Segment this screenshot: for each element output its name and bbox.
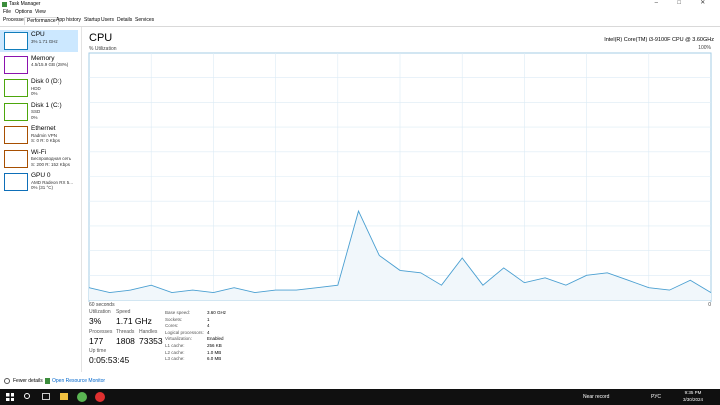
- processor-name: Intel(R) Core(TM) i3-9100F CPU @ 3.60GHz: [604, 37, 714, 43]
- stat-value: 1808: [116, 336, 135, 346]
- date: 3/30/2024: [683, 396, 704, 402]
- divider: [0, 26, 720, 27]
- spec-value: 4: [207, 323, 210, 329]
- device-detail: HDD: [31, 85, 41, 91]
- stat-value: 0:05:53:45: [89, 355, 130, 365]
- notice[interactable]: Near record: [583, 394, 610, 400]
- spec-label: L3 cache:: [165, 356, 185, 362]
- y-tick-label: 100%: [698, 45, 711, 51]
- spec-label: L1 cache:: [165, 343, 185, 348]
- spec-value: 4: [207, 329, 210, 335]
- thumbnail: [4, 126, 28, 144]
- tab[interactable]: Users: [101, 17, 115, 23]
- stat-label: Up time: [89, 348, 107, 354]
- minimize[interactable]: –: [654, 0, 658, 6]
- spec-value: 1: [207, 316, 210, 322]
- device-detail: 3% 1.71 GHz: [31, 38, 58, 44]
- device-detail: 4.5/15.9 GB (28%): [31, 62, 69, 67]
- device-detail: S: 200 R: 152 Kbps: [31, 161, 71, 167]
- spec-label: L2 cache:: [165, 349, 185, 355]
- device-name[interactable]: Wi-Fi: [31, 148, 47, 156]
- device-detail: 0%: [31, 91, 38, 96]
- fewer-icon: [4, 378, 10, 384]
- stat-label: Threads: [116, 329, 135, 335]
- taskbar: Near record РУС 9:35 PM 3/30/2024: [0, 389, 720, 405]
- device-detail: 0% (31 °C): [31, 185, 54, 190]
- x-tick-label: 0: [708, 302, 711, 308]
- y-axis-label: % Utilization: [89, 46, 117, 52]
- thumbnail: [4, 149, 28, 168]
- app-icon: [2, 2, 7, 7]
- divider: [81, 27, 82, 372]
- spec-value: 1.0 MB: [207, 349, 222, 355]
- tab[interactable]: Details: [117, 17, 133, 23]
- device-detail: SSD: [31, 109, 41, 114]
- stat-value: 3%: [89, 316, 102, 326]
- clock[interactable]: 9:35 PM 3/30/2024: [683, 390, 704, 402]
- open-resource-monitor[interactable]: Open Resource Monitor: [52, 378, 106, 384]
- spec-label: Virtualization:: [165, 336, 192, 342]
- device-name[interactable]: CPU: [31, 31, 45, 38]
- device-name[interactable]: Disk 0 (D:): [31, 78, 62, 85]
- task-view[interactable]: [42, 393, 50, 400]
- thumbnail: [4, 32, 28, 50]
- stat-label: Speed: [116, 309, 131, 315]
- thumbnail: [4, 79, 28, 97]
- browser-icon[interactable]: [95, 392, 105, 402]
- stat-label: Handles: [139, 329, 158, 335]
- window-controls[interactable]: – □ ✕: [645, 0, 715, 8]
- device-detail: AMD Radeon RX 5...: [31, 179, 74, 185]
- spec-value: 3.60 GHz: [207, 310, 227, 315]
- device-detail: Radmin VPN: [31, 132, 58, 138]
- time: 9:35 PM: [684, 390, 702, 395]
- device-detail: 0%: [31, 114, 38, 120]
- maximize[interactable]: □: [677, 0, 681, 6]
- thumbnail: [4, 102, 28, 121]
- stat-label: Utilization: [89, 309, 111, 315]
- search-button[interactable]: [24, 393, 30, 399]
- spec-label: Base speed:: [165, 310, 191, 315]
- spec-value: 6.0 MB: [207, 356, 222, 362]
- spec-value: 256 KB: [207, 343, 222, 348]
- spec-value: Enabled: [207, 336, 224, 342]
- fewer-details[interactable]: Fewer details: [13, 378, 43, 384]
- menu-item[interactable]: Options: [15, 9, 33, 15]
- menu-item[interactable]: File: [3, 9, 12, 15]
- device-detail: S: 0 R: 0 Kbps: [31, 138, 61, 143]
- spec-label: Cores:: [165, 323, 179, 329]
- language[interactable]: РУС: [651, 394, 662, 400]
- device-name[interactable]: Ethernet: [31, 125, 56, 132]
- device-name[interactable]: GPU 0: [31, 172, 51, 179]
- tab[interactable]: Performance: [24, 17, 59, 25]
- device-name[interactable]: Memory: [31, 54, 55, 62]
- spec-label: Sockets:: [165, 316, 183, 322]
- thumbnail: [4, 55, 28, 74]
- device-detail: Беспроводная сеть: [31, 156, 72, 161]
- spec-label: Logical processors:: [165, 329, 204, 335]
- tab[interactable]: App history: [56, 17, 82, 23]
- panel-title: CPU: [89, 32, 113, 44]
- utilization-line: [88, 209, 712, 294]
- device-name[interactable]: Disk 1 (C:): [31, 101, 62, 109]
- close[interactable]: ✕: [700, 0, 706, 6]
- stat-value: 177: [89, 336, 104, 346]
- stat-value: 1.71 GHz: [116, 316, 152, 326]
- tab[interactable]: Startup: [84, 17, 101, 23]
- tab[interactable]: Services: [135, 17, 155, 23]
- tab[interactable]: Processes: [3, 17, 27, 23]
- monitor-icon: [45, 378, 50, 384]
- cpu-graph: 100% 60 seconds 0: [88, 45, 712, 308]
- stat-label: Processes: [89, 329, 113, 335]
- window-title: Task Manager: [9, 1, 41, 7]
- app-icon[interactable]: [77, 392, 87, 402]
- utilization-area: [89, 211, 711, 300]
- thumbnail: [4, 173, 28, 191]
- menu-item[interactable]: View: [35, 9, 46, 15]
- explorer-icon[interactable]: [60, 393, 68, 400]
- start-button[interactable]: [6, 393, 14, 401]
- x-tick-label: 60 seconds: [89, 302, 115, 308]
- stat-value: 73353: [139, 336, 163, 346]
